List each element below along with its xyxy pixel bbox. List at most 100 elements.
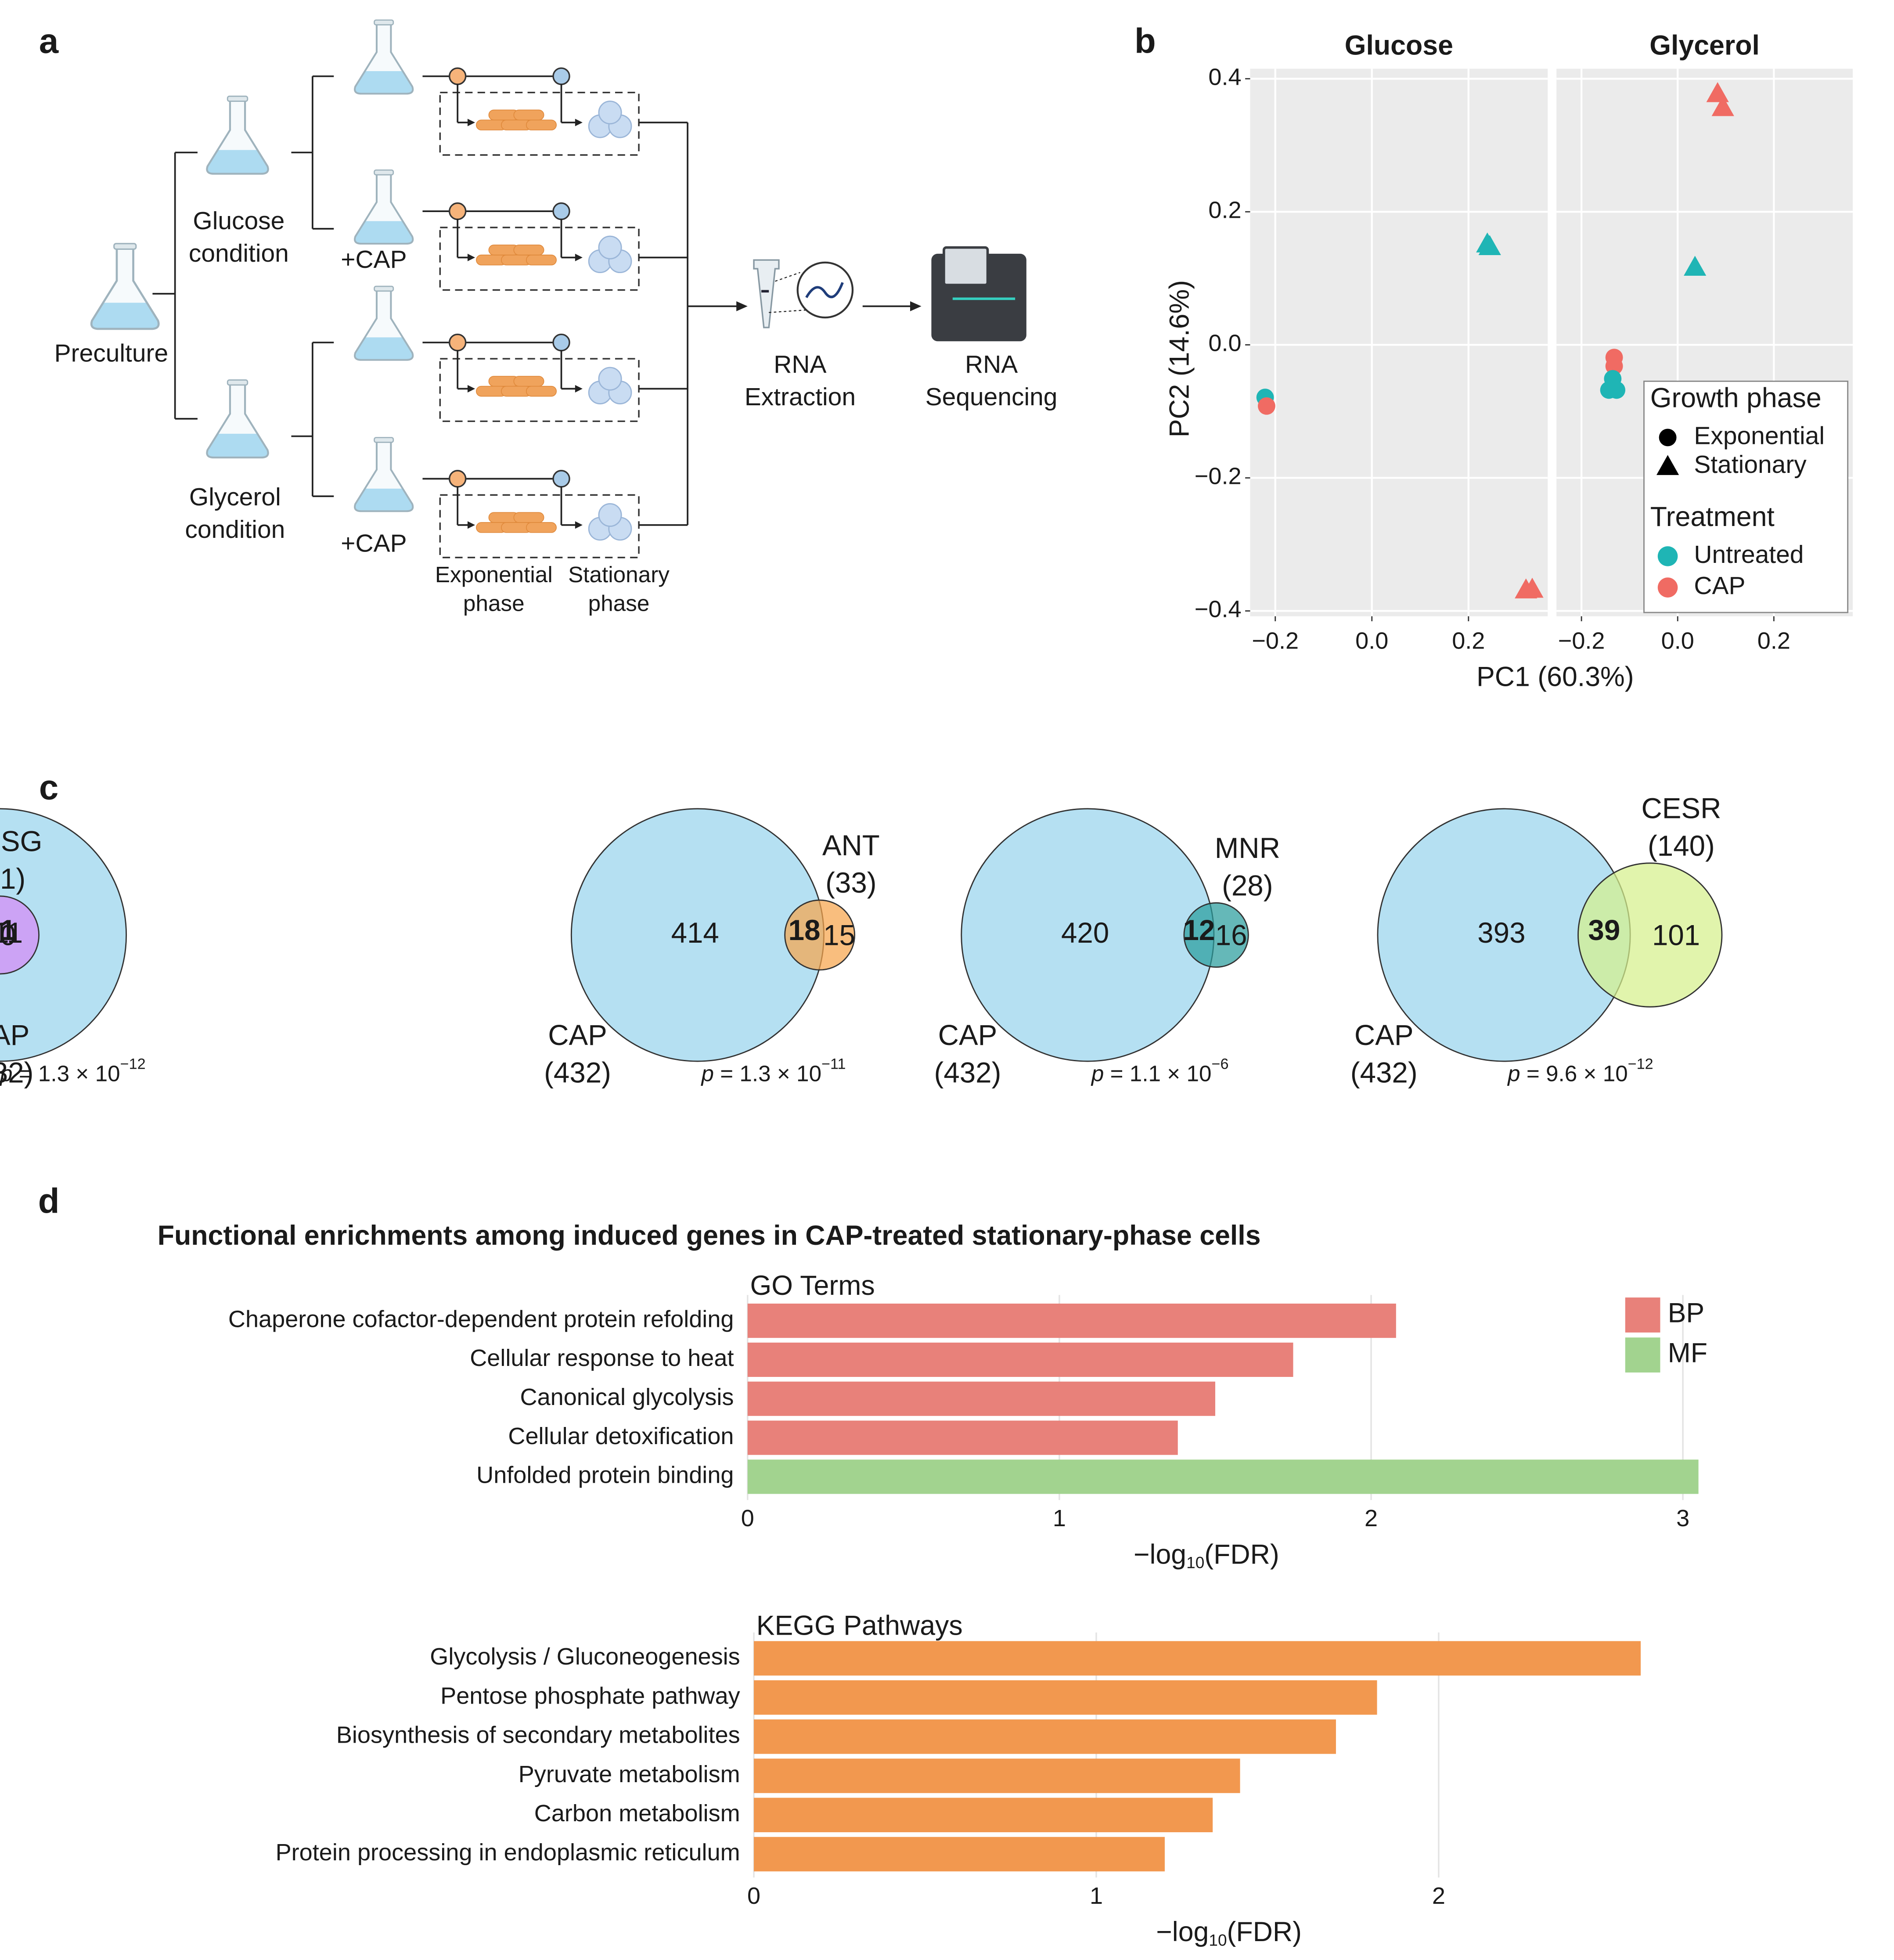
venn-set	[1183, 902, 1249, 968]
arrowhead	[736, 301, 748, 311]
cell	[513, 512, 544, 523]
p-symbol: p	[1091, 1061, 1104, 1086]
venn-count: 393	[1477, 917, 1525, 949]
y-axis-title: PC2 (14.6%)	[1164, 280, 1195, 437]
diagram-label: Glucose	[193, 207, 284, 235]
flask-rim	[374, 19, 394, 25]
arrowhead	[575, 119, 583, 126]
x-axis-title: −log10(FDR)	[1134, 1539, 1279, 1571]
y-tick-label: −0.2	[1195, 463, 1242, 490]
flask-glass	[354, 289, 414, 361]
point	[1711, 96, 1734, 116]
p-symbol: p	[1507, 1061, 1520, 1086]
flask-glass	[354, 22, 414, 95]
phase-box	[439, 91, 640, 156]
phase-label: Stationary	[568, 562, 670, 587]
p-value: p = 1.3 × 10−11	[700, 1056, 846, 1086]
legend-title: Growth phase	[1650, 383, 1822, 414]
x-tick-label: 2	[1432, 1883, 1445, 1909]
p-exponent: −11	[821, 1056, 846, 1073]
diagram-label: condition	[189, 239, 289, 267]
phase-box	[439, 358, 640, 422]
p-symbol: p	[700, 1061, 714, 1086]
set-name: MNR	[1215, 832, 1280, 864]
y-tick-label: Cellular detoxification	[508, 1423, 734, 1449]
set-name: COSG	[0, 825, 42, 858]
set-name: CAP	[0, 1019, 29, 1051]
y-tick-label: Biosynthesis of secondary metabolites	[336, 1722, 740, 1748]
cell	[526, 119, 557, 130]
set-size: (41)	[0, 863, 25, 895]
bar	[754, 1641, 1641, 1676]
connector	[775, 272, 800, 282]
point	[1608, 381, 1626, 399]
bar	[747, 1342, 1293, 1377]
stat-marker	[552, 202, 570, 220]
p-text: = 1.3 × 10	[714, 1061, 821, 1086]
point	[1684, 256, 1707, 276]
set-size: (33)	[825, 867, 876, 899]
venn-count: 21	[0, 914, 16, 946]
venn-count: 411	[0, 917, 23, 949]
arrowhead	[467, 119, 475, 126]
sequencer-top	[943, 246, 989, 286]
legend-key	[1625, 1337, 1660, 1373]
legend-key	[1659, 429, 1677, 447]
flask-liquid	[207, 150, 268, 174]
x-title-part: −log	[1156, 1917, 1209, 1947]
p-exponent: −6	[1212, 1056, 1229, 1073]
y-tick-label: Pyruvate metabolism	[519, 1761, 740, 1787]
x-tick-label: 0.2	[1757, 628, 1790, 654]
legend-label: BP	[1668, 1298, 1705, 1329]
chart-title: KEGG Pathways	[756, 1610, 963, 1641]
bar	[754, 1798, 1213, 1833]
stationary-cell	[598, 235, 622, 259]
diagram-label: RNA	[965, 350, 1018, 378]
point	[1521, 577, 1544, 598]
y-tick-label: Canonical glycolysis	[520, 1384, 734, 1410]
flask-liquid	[355, 337, 413, 360]
legend-box	[1643, 380, 1849, 613]
bar	[747, 1303, 1396, 1338]
x-axis-title: −log10(FDR)	[1156, 1917, 1302, 1949]
venn-count: 18	[789, 914, 821, 946]
flask-rim	[227, 379, 248, 386]
venn-count: 20	[0, 919, 16, 951]
x-tick-label: 0.0	[1661, 628, 1694, 654]
arrowhead	[467, 385, 475, 393]
legend-key	[1657, 577, 1678, 598]
x-tick-label: 0.2	[1452, 628, 1485, 654]
flask	[354, 19, 414, 95]
phase-box	[439, 227, 640, 291]
x-tick-label: 1	[1090, 1883, 1103, 1909]
legend-label: Stationary	[1694, 450, 1807, 479]
cell	[526, 522, 557, 533]
set-name: CAP	[548, 1019, 607, 1051]
bar	[747, 1381, 1215, 1416]
set-name: CAP	[1354, 1019, 1414, 1051]
y-tick-label: 0.4	[1208, 64, 1241, 90]
point	[1478, 235, 1501, 256]
diagram-label: Sequencing	[925, 383, 1058, 411]
flask-glass	[354, 440, 414, 512]
p-symbol: p	[0, 1061, 13, 1086]
p-text: = 9.6 × 10	[1520, 1061, 1628, 1086]
exp-marker	[448, 470, 467, 488]
flask-liquid	[207, 433, 268, 458]
flask-rim	[374, 437, 394, 443]
diagram-label: +CAP	[341, 245, 407, 274]
set-size: (432)	[934, 1057, 1001, 1089]
venn-count: 15	[823, 919, 855, 951]
tube	[753, 259, 780, 328]
y-tick-label: Pentose phosphate pathway	[440, 1683, 740, 1709]
x-tick-label: 1	[1053, 1505, 1066, 1531]
sequencer-light	[952, 297, 1015, 300]
x-tick-label: 3	[1676, 1505, 1689, 1531]
arrowhead	[467, 521, 475, 529]
venn-set	[1577, 862, 1723, 1008]
bar	[754, 1837, 1165, 1872]
legend-key	[1657, 546, 1678, 566]
set-size: (432)	[1350, 1057, 1418, 1089]
diagram-label: +CAP	[341, 529, 407, 557]
set-name: CESR	[1641, 793, 1721, 825]
